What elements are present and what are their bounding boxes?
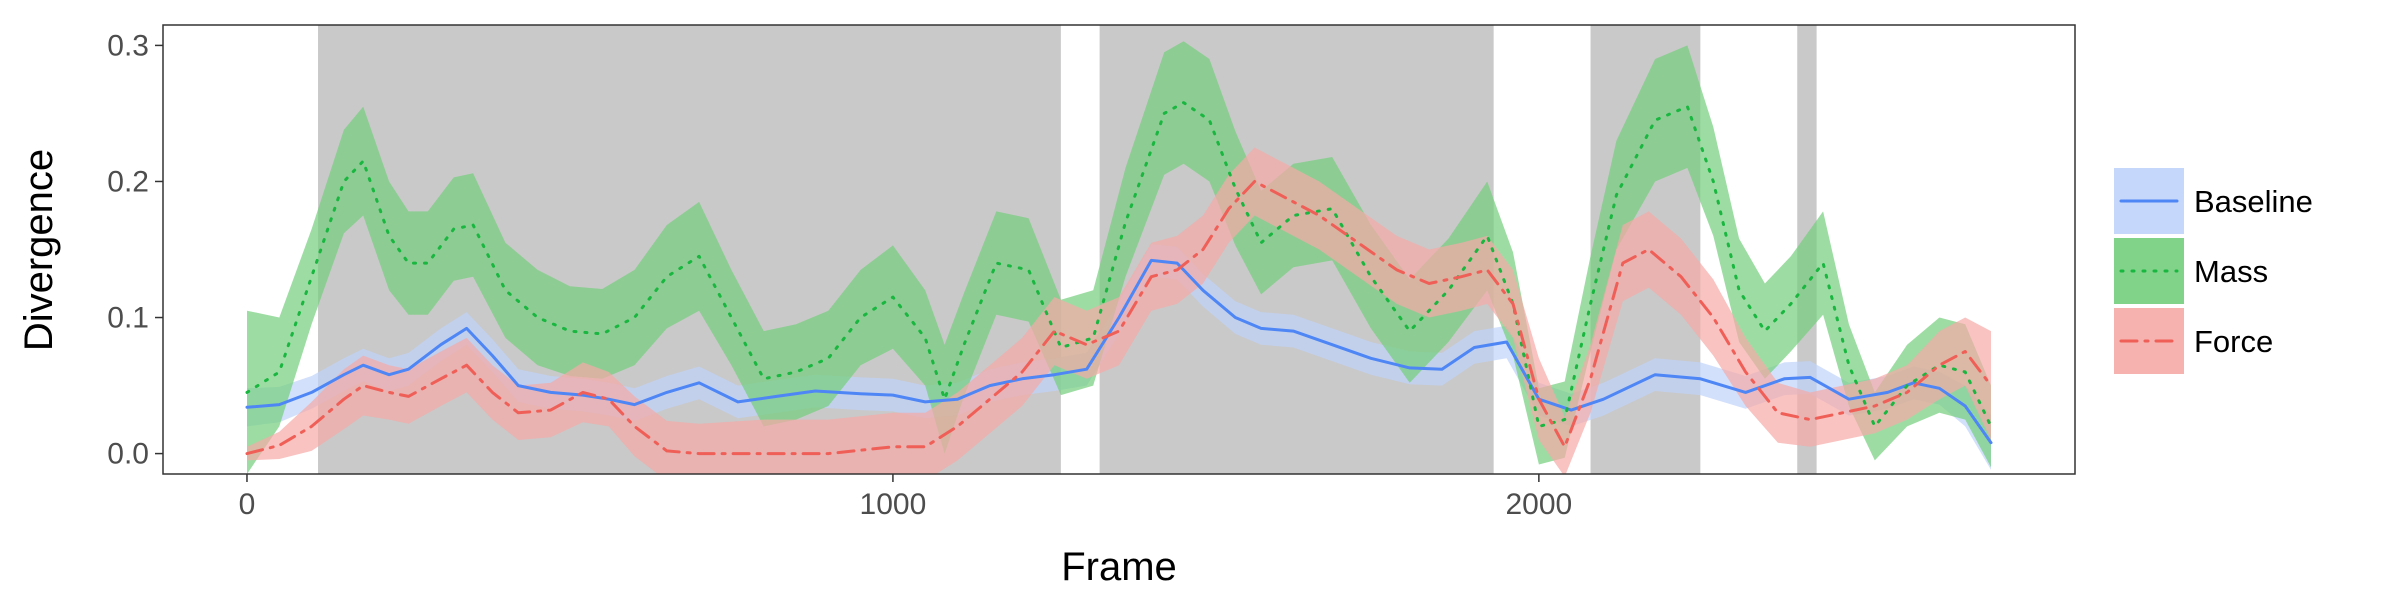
- y-tick-label: 0.0: [107, 438, 149, 471]
- force-line: [245, 180, 1993, 456]
- y-axis-title: Divergence: [17, 149, 61, 351]
- legend-key-mass: [2114, 238, 2184, 304]
- legend: Baseline Mass Force: [2114, 168, 2313, 374]
- confidence-bands: [247, 41, 1991, 474]
- series-lines: [245, 101, 1993, 456]
- legend-label-baseline: Baseline: [2194, 184, 2313, 219]
- force-confidence-band: [247, 147, 1991, 474]
- x-tick-label: 1000: [860, 488, 927, 521]
- x-axis: 0 1000 2000: [239, 474, 1572, 521]
- x-axis-title: Frame: [1061, 545, 1177, 589]
- y-tick-label: 0.2: [107, 165, 149, 198]
- plot-panel-border: [162, 24, 2076, 475]
- legend-label-force: Force: [2194, 324, 2273, 359]
- baseline-line: [245, 258, 1993, 445]
- mass-line: [245, 101, 1993, 428]
- y-axis: 0.0 0.1 0.2 0.3: [107, 29, 163, 471]
- y-tick-label: 0.1: [107, 302, 149, 335]
- x-tick-label: 0: [239, 488, 256, 521]
- mass-confidence-band: [247, 41, 1991, 474]
- x-tick-label: 2000: [1505, 488, 1572, 521]
- legend-label-mass: Mass: [2194, 254, 2268, 289]
- y-tick-label: 0.3: [107, 29, 149, 62]
